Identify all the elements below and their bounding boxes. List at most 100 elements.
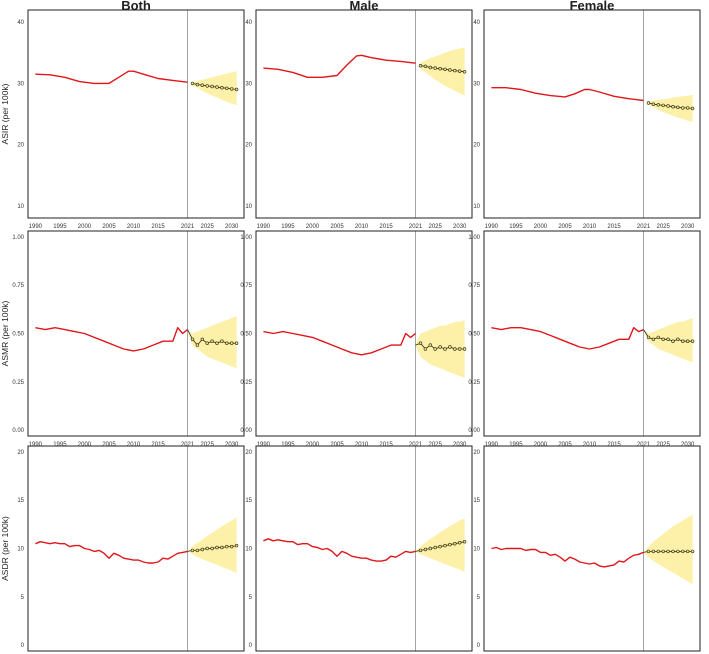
observed-line-2-0	[35, 541, 188, 564]
y-tick-2-1-4: 20	[245, 450, 252, 456]
projection-point-1-1-2024	[428, 343, 432, 347]
projection-point-0-0-2027	[215, 85, 219, 89]
projection-point-2-0-2030	[230, 544, 234, 549]
x-tick-1-0-5: 2015	[151, 442, 165, 448]
projection-point-2-1-2029	[453, 541, 457, 546]
projection-point-1-1-2027	[443, 347, 447, 351]
column-title-male: Male	[350, 0, 379, 13]
y-tick-0-1-0: 10	[245, 204, 252, 210]
y-tick-1-2-4: 1.00	[468, 235, 480, 241]
x-tick-0-0-2: 2000	[78, 224, 92, 230]
y-tick-0-2-3: 40	[473, 20, 480, 26]
x-tick-1-0-6: 2021	[181, 442, 195, 448]
y-tick-0-0-2: 30	[17, 81, 24, 87]
projection-point-2-0-2028	[220, 545, 224, 550]
projection-point-0-2-2028	[676, 105, 680, 110]
projection-point-1-0-2031	[234, 341, 239, 345]
projection-point-1-0-2030	[230, 341, 234, 345]
projection-point-2-2-2027	[671, 549, 675, 554]
x-tick-1-0-3: 2005	[102, 442, 116, 448]
projection-point-0-1-2025	[433, 66, 437, 70]
uncertainty-band-0-2	[648, 95, 693, 122]
projection-point-2-2-2022	[646, 549, 651, 554]
x-tick-0-2-1: 1995	[509, 224, 523, 230]
projection-point-0-2-2024	[656, 103, 660, 107]
projection-point-1-1-2025	[433, 347, 437, 351]
observed-line-1-0	[35, 327, 188, 352]
x-tick-0-2-0: 1990	[485, 224, 499, 230]
projection-point-2-1-2027	[443, 543, 447, 548]
x-tick-0-2-7: 2025	[657, 224, 671, 230]
uncertainty-band-2-0	[187, 517, 237, 573]
projection-point-2-2-2023	[651, 549, 656, 554]
x-tick-1-2-1: 1995	[509, 442, 523, 448]
projection-point-2-0-2025	[205, 546, 209, 551]
projection-point-1-1-2026	[438, 345, 442, 349]
projection-point-2-2-2026	[666, 549, 670, 554]
x-tick-1-0-4: 2010	[127, 442, 141, 448]
projection-point-2-2-2025	[661, 549, 665, 554]
x-tick-1-2-6: 2021	[637, 442, 651, 448]
projection-point-0-2-2027	[671, 104, 675, 109]
y-tick-2-1-3: 15	[245, 498, 252, 504]
projection-point-0-1-2030	[458, 69, 462, 73]
y-tick-1-1-1: 0.25	[240, 380, 252, 386]
x-tick-1-2-4: 2010	[583, 442, 597, 448]
projection-point-0-1-2028	[448, 68, 452, 72]
x-tick-1-2-5: 2015	[607, 442, 621, 448]
projection-point-2-1-2022	[418, 548, 423, 553]
uncertainty-band-1-1	[415, 320, 465, 378]
x-tick-1-1-6: 2021	[409, 442, 423, 448]
y-tick-0-1-2: 30	[245, 81, 252, 87]
panel-frame-1-2	[483, 230, 701, 437]
observed-line-1-2	[491, 327, 644, 350]
projection-point-1-0-2029	[225, 341, 229, 345]
projection-point-2-0-2029	[225, 544, 229, 549]
projection-point-0-2-2025	[661, 103, 665, 108]
projection-point-0-0-2023	[195, 82, 200, 87]
y-tick-0-2-2: 30	[473, 81, 480, 87]
projection-point-1-1-2031	[462, 347, 467, 351]
panel-frame-2-1	[255, 445, 473, 652]
projection-point-1-0-2025	[205, 341, 209, 345]
y-tick-0-0-3: 40	[17, 20, 24, 26]
x-tick-0-0-6: 2021	[181, 224, 195, 230]
x-tick-1-2-3: 2005	[558, 442, 572, 448]
projection-point-2-1-2030	[458, 540, 462, 545]
x-tick-1-0-1: 1995	[53, 442, 67, 448]
x-tick-0-1-8: 2030	[453, 224, 467, 230]
x-tick-1-1-3: 2005	[330, 442, 344, 448]
projection-point-1-0-2026	[210, 339, 214, 343]
x-tick-1-0-0: 1990	[29, 442, 43, 448]
projection-point-0-2-2026	[666, 104, 670, 108]
y-tick-0-1-1: 20	[245, 143, 252, 149]
panel-frame-2-0	[27, 445, 245, 652]
panel-frame-1-0	[27, 230, 245, 437]
y-tick-1-0-1: 0.25	[12, 380, 24, 386]
y-tick-2-0-2: 10	[17, 547, 24, 553]
projection-point-2-1-2028	[448, 542, 452, 547]
uncertainty-band-0-0	[192, 71, 237, 106]
column-title-female: Female	[570, 0, 615, 13]
y-tick-1-2-3: 0.75	[468, 283, 480, 289]
projection-point-2-0-2027	[215, 545, 219, 550]
projection-point-0-0-2024	[200, 83, 205, 87]
projection-point-0-0-2028	[220, 85, 224, 90]
x-tick-0-1-1: 1995	[281, 224, 295, 230]
x-tick-0-1-5: 2015	[379, 224, 393, 230]
projection-point-0-1-2022	[418, 63, 423, 68]
projection-point-0-2-2023	[651, 102, 656, 106]
projection-point-0-0-2030	[230, 87, 234, 91]
x-tick-1-2-8: 2030	[681, 442, 695, 448]
x-tick-0-2-2: 2000	[534, 224, 548, 230]
projection-point-0-0-2031	[234, 87, 239, 92]
observed-line-0-2	[491, 86, 644, 102]
projection-point-2-0-2023	[195, 548, 200, 553]
projection-point-2-2-2024	[656, 549, 660, 554]
projection-point-2-2-2029	[681, 549, 685, 554]
projection-point-2-1-2024	[428, 546, 432, 551]
projection-point-0-2-2030	[685, 106, 690, 110]
x-tick-1-1-1: 1995	[281, 442, 295, 448]
